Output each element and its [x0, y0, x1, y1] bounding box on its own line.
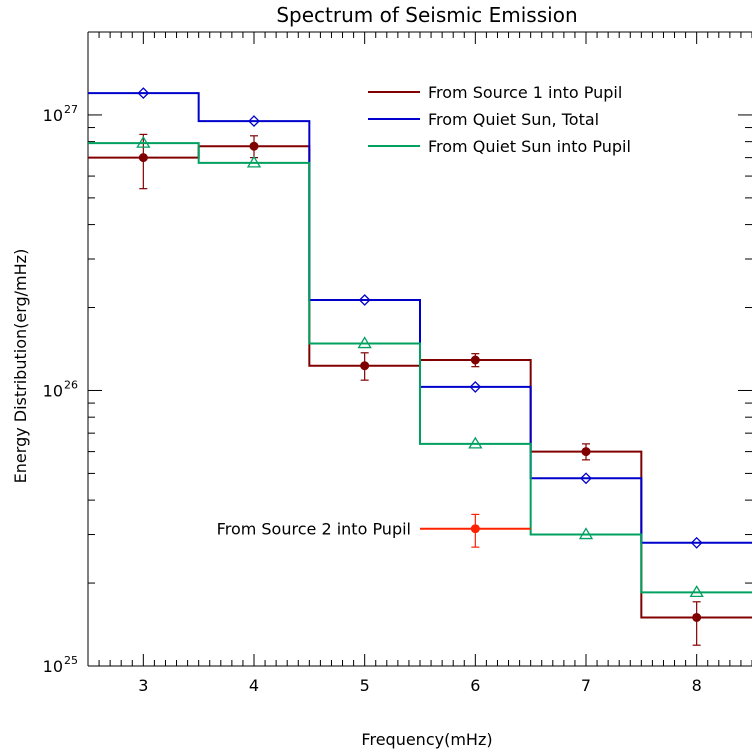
data-point — [581, 447, 591, 457]
y-tick-exponent: 26 — [64, 378, 78, 391]
data-point — [248, 115, 260, 127]
x-tick-label: 4 — [249, 676, 259, 695]
data-point — [357, 336, 372, 349]
x-tick-label: 5 — [360, 676, 370, 695]
legend-label: From Quiet Sun into Pupil — [428, 137, 631, 156]
data-point — [360, 361, 370, 371]
x-tick-label: 8 — [692, 676, 702, 695]
data-point — [469, 381, 482, 393]
data-point — [136, 135, 151, 148]
data-point — [138, 153, 148, 163]
series-layer — [88, 87, 752, 646]
series-step-line — [88, 142, 752, 594]
y-tick-label: 10 — [43, 106, 63, 125]
y-tick-exponent: 27 — [64, 103, 78, 116]
data-point — [578, 527, 594, 540]
series-2 — [88, 135, 752, 598]
x-tick-label: 3 — [138, 676, 148, 695]
legend-label: From Source 1 into Pupil — [428, 83, 622, 102]
y-tick-label: 10 — [43, 657, 63, 676]
data-point — [690, 536, 703, 549]
data-point — [468, 436, 483, 449]
data-point — [470, 524, 480, 534]
y-axis-title: Energy Distribution(erg/mHz) — [11, 249, 30, 484]
data-point — [358, 294, 371, 306]
y-tick-exponent: 25 — [64, 654, 78, 667]
x-tick-label: 7 — [581, 676, 591, 695]
data-point — [692, 612, 702, 622]
x-tick-label: 6 — [470, 676, 480, 695]
source-2-annotation: From Source 2 into Pupil — [217, 520, 411, 539]
data-point — [689, 585, 704, 598]
data-point — [246, 155, 262, 168]
y-tick-label: 10 — [43, 381, 63, 400]
series-3 — [420, 513, 531, 548]
axis-ticks — [87, 31, 752, 667]
series-step-line — [88, 92, 752, 544]
legend: From Source 1 into Pupil From Quiet Sun, … — [217, 83, 631, 539]
legend-label: From Quiet Sun, Total — [428, 110, 599, 129]
chart-title: Spectrum of Seismic Emission — [276, 3, 577, 27]
data-point — [470, 355, 480, 365]
data-point — [137, 87, 150, 100]
x-axis-title: Frequency(mHz) — [361, 730, 492, 749]
data-point — [580, 472, 592, 485]
data-point — [249, 141, 259, 151]
